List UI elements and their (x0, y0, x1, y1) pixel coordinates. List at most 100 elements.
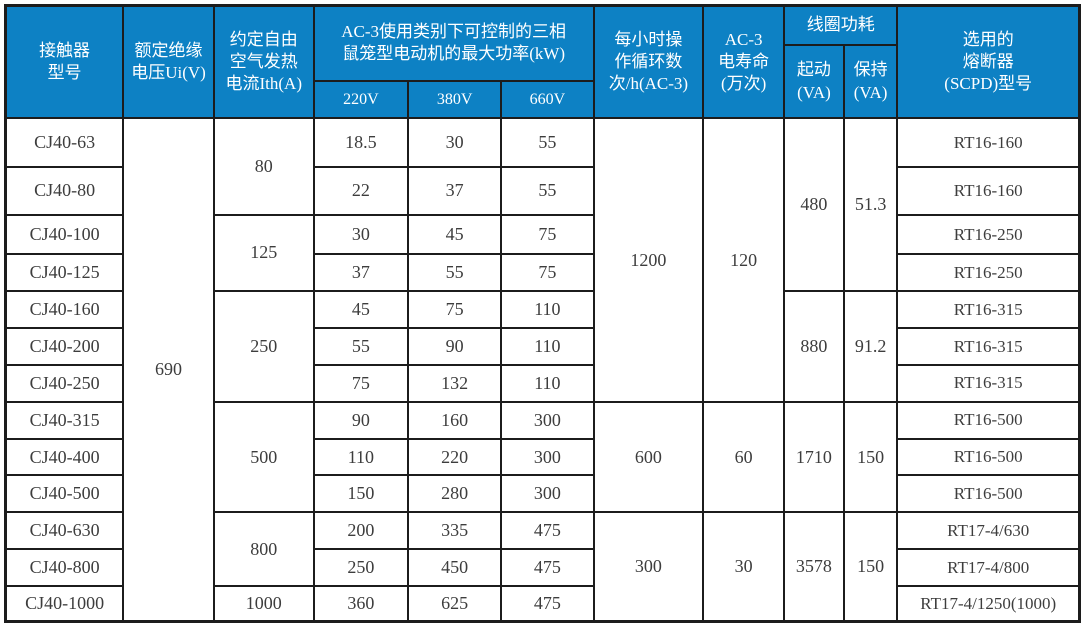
fuse-scpd-cell: RT16-315 (898, 365, 1078, 401)
model-cell: CJ40-200 (7, 329, 123, 364)
model-cell: CJ40-800 (7, 550, 123, 586)
header-ac3-life: AC-3 电寿命 (万次) (704, 7, 784, 118)
power-660v-cell: 300 (502, 402, 593, 438)
fuse-scpd-cell: RT16-315 (898, 329, 1078, 364)
contactor-spec-table: 接触器 型号 额定绝缘 电压Ui(V) 约定自由 空气发热 电流Ith(A) A… (4, 4, 1081, 623)
model-cell: CJ40-100 (7, 215, 123, 254)
fuse-scpd-cell: RT16-160 (898, 167, 1078, 214)
coil-hold-va-cell: 51.3 (844, 119, 897, 291)
power-660v-cell: 475 (502, 550, 593, 586)
header-coil-hold: 保持 (VA) (844, 45, 897, 118)
model-cell: CJ40-400 (7, 439, 123, 475)
power-220v-cell: 250 (314, 550, 408, 586)
cycles-per-hour-cell: 1200 (594, 119, 703, 401)
power-660v-cell: 75 (502, 215, 593, 254)
insulation-voltage-cell: 690 (124, 119, 213, 620)
header-coil-start: 起动 (VA) (785, 45, 843, 118)
ith-current-cell: 500 (214, 402, 313, 512)
header-220v: 220V (314, 81, 408, 118)
ac3-life-cell: 120 (704, 119, 784, 401)
header-coil-power-group: 线圈功耗 (785, 7, 897, 44)
coil-start-va-cell: 480 (785, 119, 843, 291)
ith-current-cell: 1000 (214, 587, 313, 620)
power-380v-cell: 335 (409, 513, 500, 549)
power-220v-cell: 360 (314, 587, 408, 620)
power-220v-cell: 45 (314, 292, 408, 328)
power-380v-cell: 45 (409, 215, 500, 254)
power-220v-cell: 110 (314, 439, 408, 475)
power-220v-cell: 75 (314, 365, 408, 401)
power-220v-cell: 90 (314, 402, 408, 438)
ith-current-cell: 80 (214, 119, 313, 214)
fuse-scpd-cell: RT16-500 (898, 476, 1078, 512)
power-660v-cell: 55 (502, 167, 593, 214)
header-insulation-voltage: 额定绝缘 电压Ui(V) (124, 7, 213, 118)
header-ith-current: 约定自由 空气发热 电流Ith(A) (214, 7, 313, 118)
power-220v-cell: 55 (314, 329, 408, 364)
fuse-scpd-cell: RT16-500 (898, 439, 1078, 475)
fuse-scpd-cell: RT17-4/630 (898, 513, 1078, 549)
fuse-scpd-cell: RT16-315 (898, 292, 1078, 328)
model-cell: CJ40-250 (7, 365, 123, 401)
model-cell: CJ40-160 (7, 292, 123, 328)
power-660v-cell: 110 (502, 292, 593, 328)
model-cell: CJ40-1000 (7, 587, 123, 620)
model-cell: CJ40-315 (7, 402, 123, 438)
coil-start-va-cell: 1710 (785, 402, 843, 512)
power-380v-cell: 75 (409, 292, 500, 328)
header-660v: 660V (502, 81, 593, 118)
power-380v-cell: 30 (409, 119, 500, 166)
power-380v-cell: 220 (409, 439, 500, 475)
header-380v: 380V (409, 81, 500, 118)
fuse-scpd-cell: RT17-4/800 (898, 550, 1078, 586)
fuse-scpd-cell: RT17-4/1250(1000) (898, 587, 1078, 620)
power-380v-cell: 90 (409, 329, 500, 364)
coil-hold-va-cell: 150 (844, 513, 897, 620)
power-380v-cell: 37 (409, 167, 500, 214)
power-220v-cell: 30 (314, 215, 408, 254)
fuse-scpd-cell: RT16-250 (898, 255, 1078, 291)
fuse-scpd-cell: RT16-250 (898, 215, 1078, 254)
ith-current-cell: 800 (214, 513, 313, 586)
cycles-per-hour-cell: 600 (594, 402, 703, 512)
model-cell: CJ40-125 (7, 255, 123, 291)
ith-current-cell: 125 (214, 215, 313, 291)
power-380v-cell: 625 (409, 587, 500, 620)
model-cell: CJ40-500 (7, 476, 123, 512)
header-ac3-power-group: AC-3使用类别下可控制的三相 鼠笼型电动机的最大功率(kW) (314, 7, 593, 80)
fuse-scpd-cell: RT16-160 (898, 119, 1078, 166)
spec-table-grid: 接触器 型号 额定绝缘 电压Ui(V) 约定自由 空气发热 电流Ith(A) A… (7, 7, 1078, 620)
power-660v-cell: 300 (502, 476, 593, 512)
power-380v-cell: 450 (409, 550, 500, 586)
power-220v-cell: 200 (314, 513, 408, 549)
header-fuse-scpd: 选用的 熔断器 (SCPD)型号 (898, 7, 1078, 118)
coil-start-va-cell: 880 (785, 292, 843, 401)
model-cell: CJ40-80 (7, 167, 123, 214)
power-380v-cell: 280 (409, 476, 500, 512)
power-220v-cell: 18.5 (314, 119, 408, 166)
model-cell: CJ40-63 (7, 119, 123, 166)
power-380v-cell: 160 (409, 402, 500, 438)
ac3-life-cell: 60 (704, 402, 784, 512)
ac3-life-cell: 30 (704, 513, 784, 620)
power-660v-cell: 75 (502, 255, 593, 291)
power-220v-cell: 22 (314, 167, 408, 214)
power-660v-cell: 110 (502, 329, 593, 364)
power-380v-cell: 132 (409, 365, 500, 401)
header-cycles-per-hour: 每小时操 作循环数 次/h(AC-3) (594, 7, 703, 118)
power-660v-cell: 55 (502, 119, 593, 166)
cycles-per-hour-cell: 300 (594, 513, 703, 620)
power-380v-cell: 55 (409, 255, 500, 291)
power-660v-cell: 475 (502, 587, 593, 620)
coil-start-va-cell: 3578 (785, 513, 843, 620)
power-660v-cell: 300 (502, 439, 593, 475)
power-660v-cell: 110 (502, 365, 593, 401)
power-220v-cell: 37 (314, 255, 408, 291)
ith-current-cell: 250 (214, 292, 313, 401)
coil-hold-va-cell: 91.2 (844, 292, 897, 401)
model-cell: CJ40-630 (7, 513, 123, 549)
power-220v-cell: 150 (314, 476, 408, 512)
power-660v-cell: 475 (502, 513, 593, 549)
coil-hold-va-cell: 150 (844, 402, 897, 512)
header-contactor-model: 接触器 型号 (7, 7, 123, 118)
